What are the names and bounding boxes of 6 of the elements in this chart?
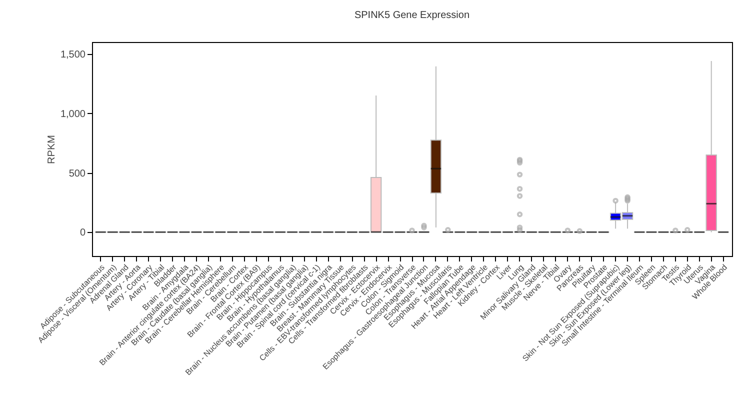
y-axis-title: RPKM — [46, 135, 58, 164]
y-tick-label: 0 — [80, 228, 86, 239]
y-tick-label: 1,500 — [60, 49, 86, 60]
y-tick-label: 500 — [68, 168, 86, 180]
chart-title: SPINK5 Gene Expression — [354, 10, 470, 21]
y-tick-label: 1,000 — [60, 108, 86, 120]
